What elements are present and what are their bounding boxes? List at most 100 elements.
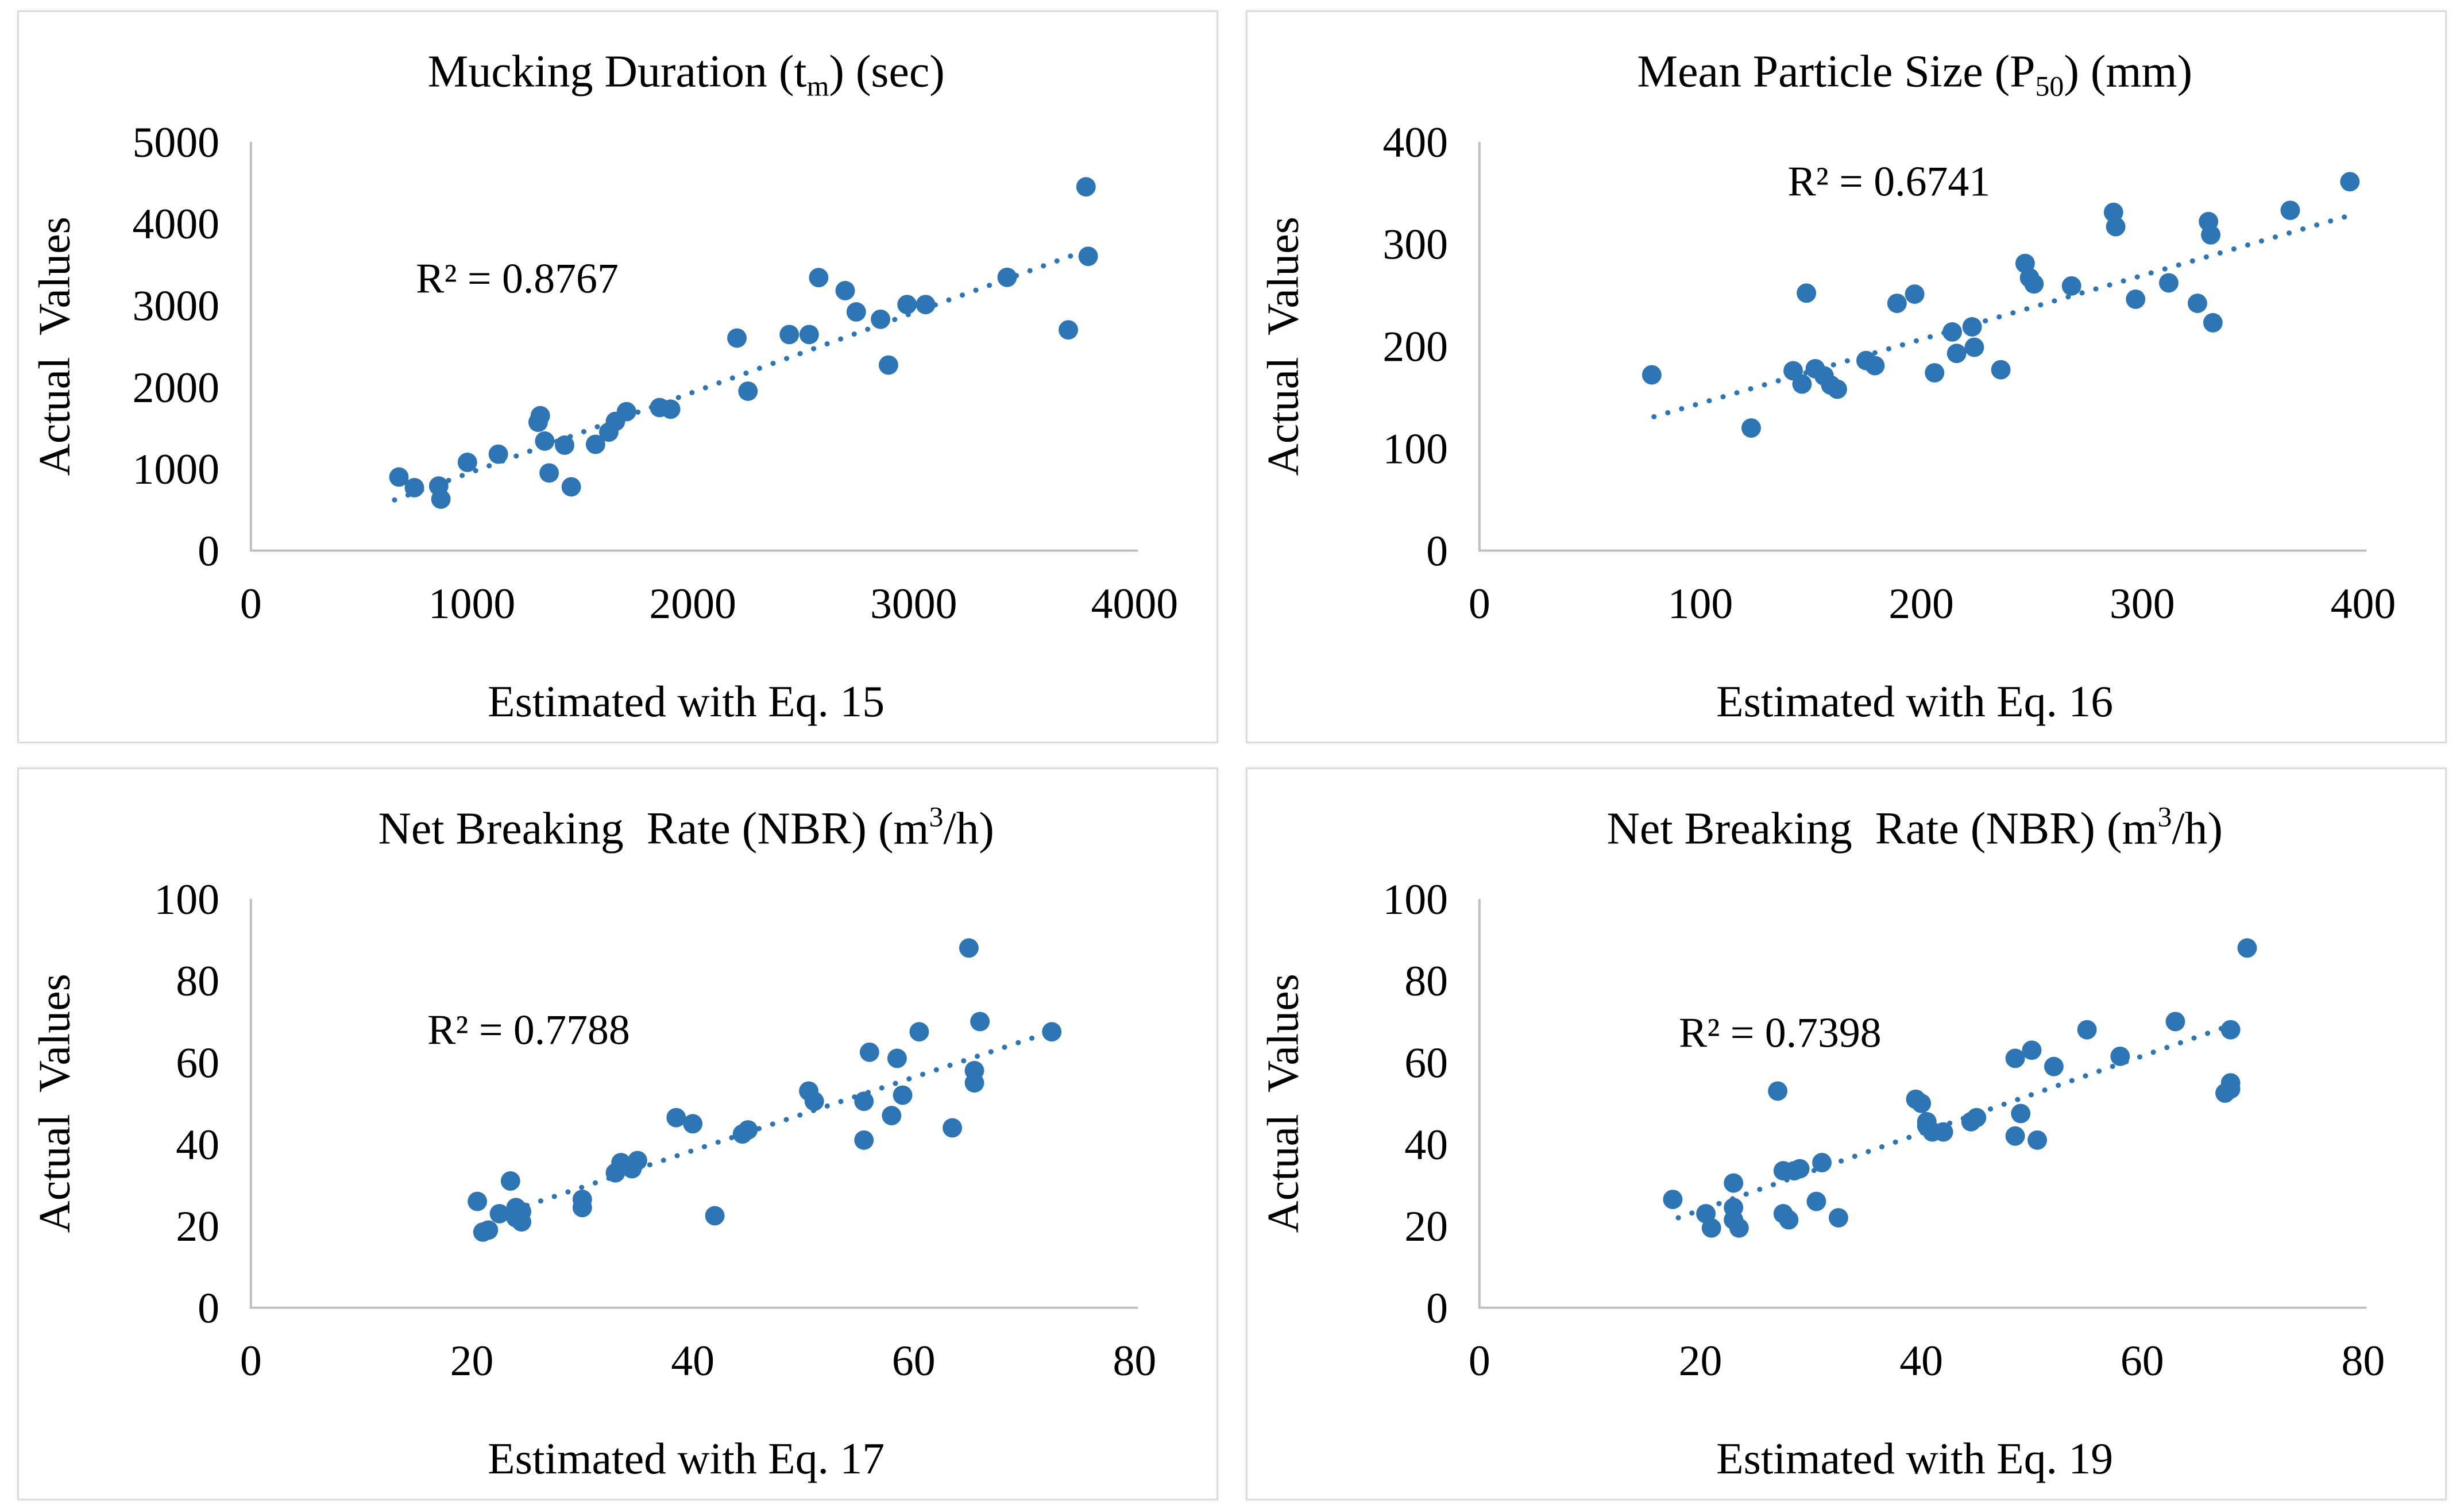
data-point bbox=[404, 478, 424, 497]
y-tick-label: 3000 bbox=[132, 283, 219, 330]
trendline bbox=[392, 244, 1100, 503]
data-point bbox=[909, 1022, 929, 1042]
x-axis-label: Estimated with Eq. 19 bbox=[1716, 1434, 2113, 1483]
data-point bbox=[779, 325, 800, 345]
data-point bbox=[854, 1091, 874, 1112]
chart-title: Mean Particle Size (P50) (mm) bbox=[1637, 46, 2192, 102]
x-tick-label: 80 bbox=[1113, 1337, 1157, 1385]
data-point bbox=[1905, 284, 1925, 304]
data-point bbox=[1768, 1081, 1788, 1101]
chart-panel-mucking-duration: 0 1000 2000 3000 4000 5000 0 1000 2000 3000 4000 Mu… bbox=[17, 10, 1218, 743]
trendline bbox=[524, 1027, 1060, 1209]
x-tick-label: 0 bbox=[1469, 580, 1490, 628]
y-tick-label: 0 bbox=[198, 528, 219, 576]
data-point bbox=[2106, 217, 2126, 237]
data-point bbox=[1806, 1191, 1826, 1211]
data-point bbox=[2061, 276, 2081, 296]
data-point bbox=[804, 1091, 824, 1112]
data-point bbox=[2077, 1020, 2097, 1040]
r2-annotation: R² = 0.6741 bbox=[1787, 158, 1990, 205]
chart-panel-net-breaking-rate-eq17: 0 20 40 60 80 100 0 20 40 60 80 Net Breaking Rate (… bbox=[17, 767, 1218, 1500]
data-point bbox=[859, 1042, 879, 1062]
mean-particle-size-chart: 0 100 200 300 400 0 100 200 300 400 Mean Particle … bbox=[1258, 46, 2396, 726]
data-point bbox=[1967, 1107, 1987, 1128]
data-point bbox=[468, 1191, 488, 1211]
data-point bbox=[1042, 1022, 1062, 1042]
mucking-duration-chart: 0 1000 2000 3000 4000 5000 0 1000 2000 3000 4000 Mu… bbox=[30, 46, 1178, 726]
net-breaking-rate-eq19-chart: 0 20 40 60 80 100 0 20 40 60 80 Net Breaking Rate (… bbox=[1258, 801, 2385, 1484]
data-point bbox=[1828, 1208, 1848, 1228]
y-axis-label: Actual Values bbox=[1258, 217, 1308, 476]
data-point bbox=[2005, 1126, 2025, 1146]
data-point bbox=[964, 1073, 984, 1093]
data-point bbox=[2158, 273, 2179, 293]
data-point bbox=[2187, 294, 2207, 313]
data-point bbox=[1887, 294, 1907, 313]
data-point bbox=[1925, 363, 1945, 383]
data-point bbox=[1790, 1159, 1810, 1179]
chart-title: Net Breaking Rate (NBR) (m3/h) bbox=[378, 801, 994, 854]
x-tick-label: 60 bbox=[892, 1337, 936, 1385]
trendline bbox=[1675, 1017, 2250, 1221]
data-point bbox=[882, 1106, 902, 1126]
data-point bbox=[897, 295, 917, 315]
data-point bbox=[2237, 938, 2257, 958]
data-point bbox=[705, 1206, 725, 1226]
data-point bbox=[1797, 283, 1817, 303]
x-axis-label: Estimated with Eq. 15 bbox=[488, 677, 885, 726]
chart-title: Net Breaking Rate (NBR) (m3/h) bbox=[1606, 801, 2223, 854]
data-point bbox=[389, 467, 409, 487]
data-point bbox=[871, 309, 891, 329]
data-point bbox=[916, 295, 936, 315]
y-tick-label: 80 bbox=[1404, 958, 1448, 1005]
y-axis-label: Actual Values bbox=[1258, 974, 1308, 1233]
data-point bbox=[585, 434, 605, 454]
x-tick-label: 2000 bbox=[649, 580, 736, 628]
x-tick-label: 40 bbox=[1899, 1337, 1943, 1385]
x-tick-label: 0 bbox=[1469, 1337, 1490, 1385]
y-axis-label: Actual Values bbox=[30, 974, 79, 1233]
data-point bbox=[2027, 1130, 2048, 1150]
x-tick-label: 100 bbox=[1668, 580, 1733, 628]
data-point bbox=[535, 431, 555, 451]
data-point bbox=[2024, 274, 2044, 294]
x-tick-label: 0 bbox=[240, 1337, 262, 1385]
data-point bbox=[1724, 1173, 1744, 1193]
y-tick-label: 0 bbox=[1426, 1285, 1448, 1333]
net-breaking-rate-eq17-chart: 0 20 40 60 80 100 0 20 40 60 80 Net Breaking Rate (… bbox=[30, 801, 1157, 1484]
data-point bbox=[1059, 320, 1078, 340]
data-point bbox=[2022, 1040, 2042, 1060]
data-point bbox=[1911, 1093, 1932, 1113]
x-tick-label: 400 bbox=[2331, 580, 2396, 628]
y-tick-label: 60 bbox=[176, 1040, 219, 1087]
y-tick-label: 400 bbox=[1382, 119, 1448, 167]
data-point bbox=[2220, 1020, 2241, 1040]
y-tick-label: 20 bbox=[1404, 1203, 1448, 1251]
data-point bbox=[727, 328, 747, 348]
x-tick-label: 3000 bbox=[870, 580, 957, 628]
x-axis-label: Estimated with Eq. 17 bbox=[488, 1434, 885, 1483]
data-point bbox=[1701, 1218, 1721, 1238]
y-tick-label: 60 bbox=[1404, 1040, 1448, 1087]
data-point bbox=[1865, 356, 1885, 376]
data-point bbox=[2201, 225, 2220, 245]
data-point bbox=[1964, 337, 1984, 357]
x-tick-label: 20 bbox=[450, 1337, 494, 1385]
r2-annotation: R² = 0.7788 bbox=[427, 1006, 630, 1053]
data-point bbox=[799, 325, 819, 345]
y-tick-label: 40 bbox=[176, 1121, 219, 1169]
data-point bbox=[628, 1151, 647, 1171]
data-point bbox=[943, 1118, 963, 1138]
data-point bbox=[666, 1107, 686, 1128]
data-point bbox=[683, 1114, 703, 1134]
y-tick-label: 0 bbox=[198, 1285, 219, 1333]
data-point bbox=[1828, 379, 1847, 399]
x-tick-label: 300 bbox=[2110, 580, 2175, 628]
data-point bbox=[2005, 1048, 2025, 1068]
data-point bbox=[2220, 1073, 2241, 1093]
r2-annotation: R² = 0.7398 bbox=[1679, 1009, 1882, 1056]
data-point bbox=[887, 1048, 907, 1068]
y-tick-label: 100 bbox=[154, 876, 219, 924]
y-tick-label: 4000 bbox=[132, 200, 219, 248]
y-tick-label: 0 bbox=[1426, 528, 1448, 576]
